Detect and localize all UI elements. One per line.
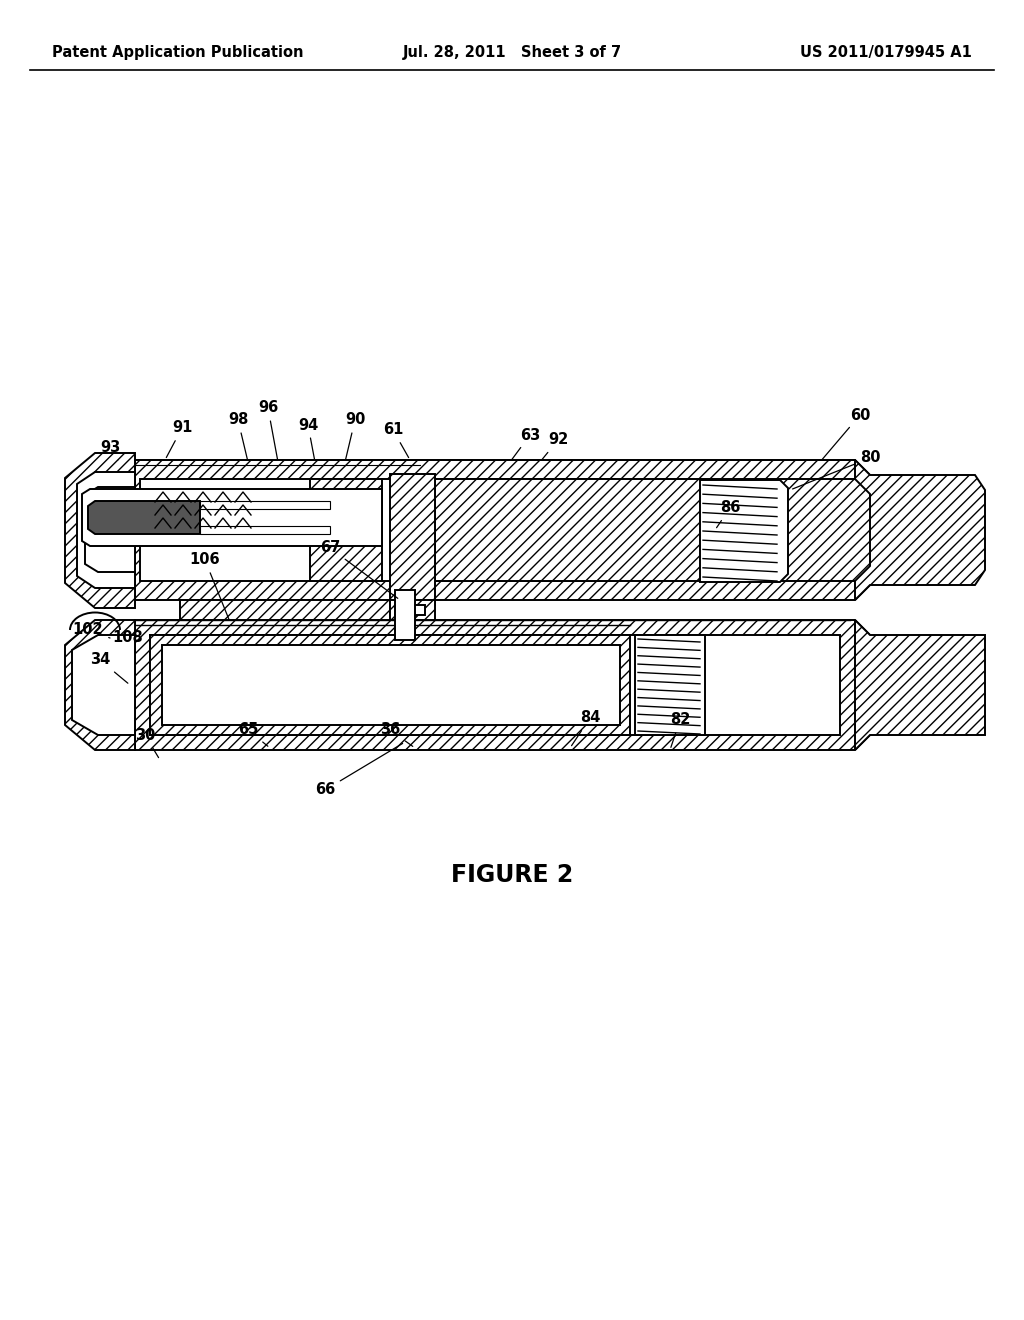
Polygon shape [200, 525, 330, 535]
Polygon shape [855, 459, 985, 601]
Polygon shape [150, 635, 630, 735]
Text: FIGURE 2: FIGURE 2 [451, 863, 573, 887]
Polygon shape [395, 590, 415, 640]
Polygon shape [77, 473, 135, 587]
Polygon shape [700, 480, 788, 582]
Polygon shape [162, 645, 620, 725]
Text: 92: 92 [542, 433, 568, 459]
Polygon shape [85, 487, 135, 572]
Text: 34: 34 [90, 652, 128, 684]
Text: 94: 94 [298, 417, 318, 459]
Polygon shape [390, 601, 435, 620]
Text: 65: 65 [238, 722, 268, 746]
Text: Jul. 28, 2011   Sheet 3 of 7: Jul. 28, 2011 Sheet 3 of 7 [402, 45, 622, 59]
Text: 60: 60 [822, 408, 870, 459]
Polygon shape [140, 479, 615, 581]
Polygon shape [82, 488, 382, 546]
Text: US 2011/0179945 A1: US 2011/0179945 A1 [800, 45, 972, 59]
Polygon shape [135, 620, 870, 750]
Polygon shape [65, 620, 135, 750]
Polygon shape [65, 453, 135, 609]
Text: 66: 66 [314, 743, 402, 797]
Polygon shape [135, 459, 870, 601]
Polygon shape [855, 620, 985, 750]
Polygon shape [390, 474, 435, 605]
Polygon shape [150, 635, 840, 735]
Polygon shape [180, 601, 390, 620]
Text: 82: 82 [670, 713, 690, 747]
Text: 67: 67 [319, 540, 397, 598]
Text: 36: 36 [380, 722, 413, 746]
Text: 108: 108 [113, 631, 150, 645]
Text: 106: 106 [189, 553, 229, 619]
Text: 96: 96 [258, 400, 279, 459]
Polygon shape [88, 502, 200, 535]
Text: 102: 102 [73, 623, 110, 638]
Polygon shape [395, 605, 425, 615]
Text: 63: 63 [512, 428, 540, 459]
Text: 98: 98 [227, 412, 248, 459]
Text: Patent Application Publication: Patent Application Publication [52, 45, 303, 59]
Polygon shape [635, 635, 705, 735]
Text: 84: 84 [571, 710, 600, 746]
Polygon shape [72, 635, 135, 735]
Text: 93: 93 [100, 440, 120, 459]
Text: 90: 90 [345, 412, 366, 459]
Text: 86: 86 [717, 500, 740, 528]
Polygon shape [200, 502, 330, 510]
Text: 61: 61 [383, 422, 409, 458]
Polygon shape [310, 479, 382, 581]
Text: 91: 91 [166, 421, 193, 458]
Text: 80: 80 [793, 450, 881, 488]
Polygon shape [435, 479, 870, 581]
Text: 30: 30 [135, 727, 159, 758]
